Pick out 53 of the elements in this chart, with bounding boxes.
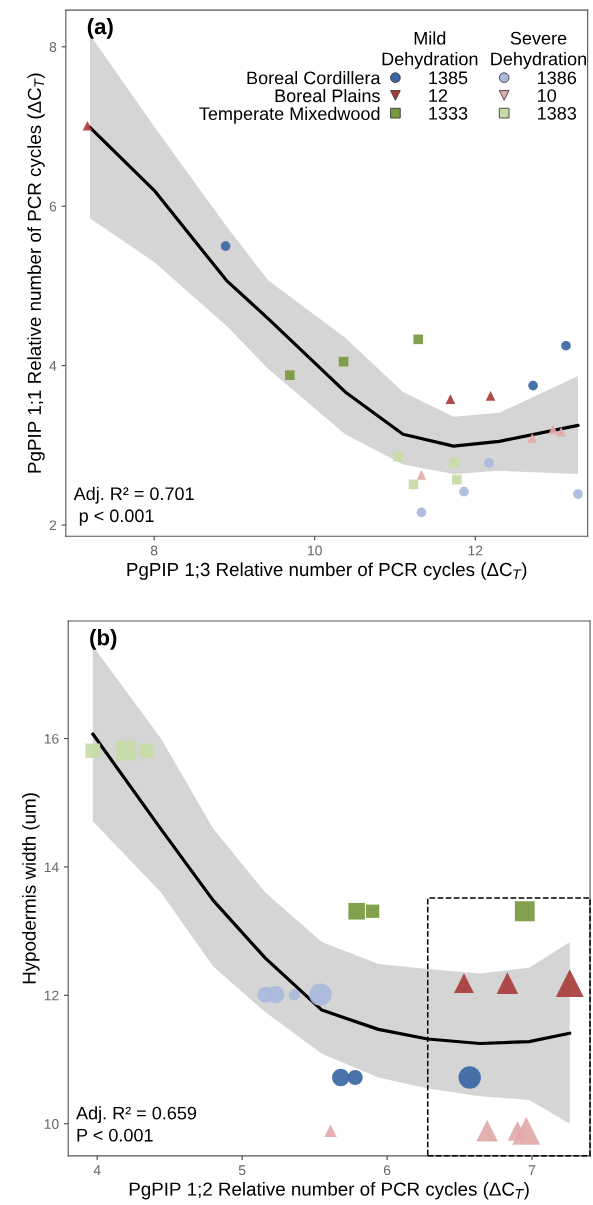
legend-label: 1385 [429,71,468,85]
legend-label: 1383 [538,106,577,120]
x-tick-label: 4 [93,1165,101,1175]
point [548,424,558,435]
y-tick-label: 2 [49,520,57,531]
annotation: (a) [87,18,113,39]
y-tick-label: 10 [44,1119,59,1129]
point [451,474,462,485]
point [556,426,566,437]
point [445,394,456,404]
point [416,470,427,480]
y-axis-title: Hypodermis width (um) [22,793,40,984]
y-tick-label: 4 [49,361,57,371]
annotation: Boreal Plains [275,88,380,103]
y-tick-label: 12 [44,990,59,1001]
point [449,458,460,468]
y-tick-label: 6 [49,201,57,212]
legend-label: 10 [538,89,557,102]
annotation: Severe Dehydration [491,31,586,69]
x-tick-label: 6 [383,1165,391,1176]
x-axis-title: PgPIP 1;2 Relative number of PCR cycles (ΔC$_{T}$) [129,1181,529,1200]
point [416,507,427,518]
point [485,391,496,401]
annotation: Mild Dehydration [382,31,478,69]
x-tick-label: 12 [468,545,483,556]
point [561,340,571,351]
point [285,370,295,381]
point [220,241,231,251]
legend-label: 12 [429,89,448,102]
point [413,334,424,345]
x-axis-title: PgPIP 1;3 Relative number of PCR cycles (ΔC$_{T}$) [127,562,527,580]
y-tick-label: 14 [44,862,59,872]
annotation: Temperate Mixedwood [199,106,380,124]
annotation: (b) [90,629,117,650]
legend-label: 1333 [429,106,468,120]
y-axis-title: PgPIP 1;1 Relative number of PCR cycles (ΔC$_{T}$) [27,73,45,473]
x-tick-label: 7 [528,1165,536,1175]
point [527,433,538,443]
annotation: Boreal Cordillera [247,71,381,85]
y-tick-label: 16 [44,733,59,744]
x-tick-label: 10 [308,545,322,556]
y-tick-label: 8 [49,42,57,52]
x-tick-label: 8 [150,545,158,556]
point [573,489,583,499]
point [459,486,469,497]
point [528,380,538,391]
annotation: Adj. R² = 0.659 P < 0.001 [76,1106,197,1142]
point [484,458,494,468]
annotation: Adj. R² = 0.701 p < 0.001 [73,486,194,526]
point [393,451,404,462]
legend-label: 1386 [538,71,577,85]
x-tick-label: 5 [238,1165,246,1176]
point [82,120,93,131]
